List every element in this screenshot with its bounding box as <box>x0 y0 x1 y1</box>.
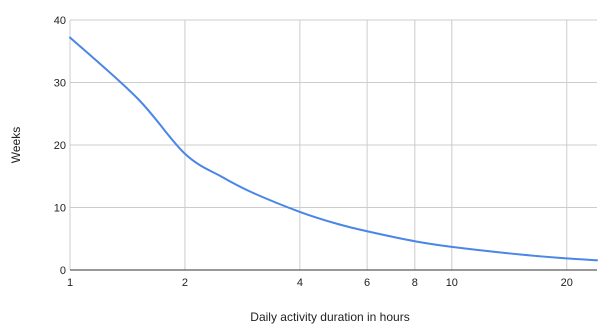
x-tick-label-2: 2 <box>182 277 188 289</box>
x-axis-title: Daily activity duration in hours <box>250 310 409 324</box>
y-tick-label-10: 10 <box>54 203 66 215</box>
y-tick-label-40: 40 <box>54 15 66 27</box>
series-layer <box>69 36 598 262</box>
x-tick-label-4: 4 <box>297 277 303 289</box>
series-line-0 <box>69 36 598 262</box>
x-tick-label-10: 10 <box>446 277 458 289</box>
x-tick-label-20: 20 <box>561 277 573 289</box>
gridlines <box>70 19 597 270</box>
y-axis-title: Weeks <box>9 127 23 163</box>
x-tick-label-1: 1 <box>67 277 73 289</box>
x-tick-label-6: 6 <box>364 277 370 289</box>
y-tick-label-0: 0 <box>60 265 66 277</box>
x-tick-label-8: 8 <box>412 277 418 289</box>
y-tick-label-30: 30 <box>54 78 66 90</box>
y-tick-label-20: 20 <box>54 140 66 152</box>
tick-labels: 0 10 20 30 40 1 2 4 6 8 10 20 <box>54 15 573 289</box>
axes <box>69 20 597 271</box>
